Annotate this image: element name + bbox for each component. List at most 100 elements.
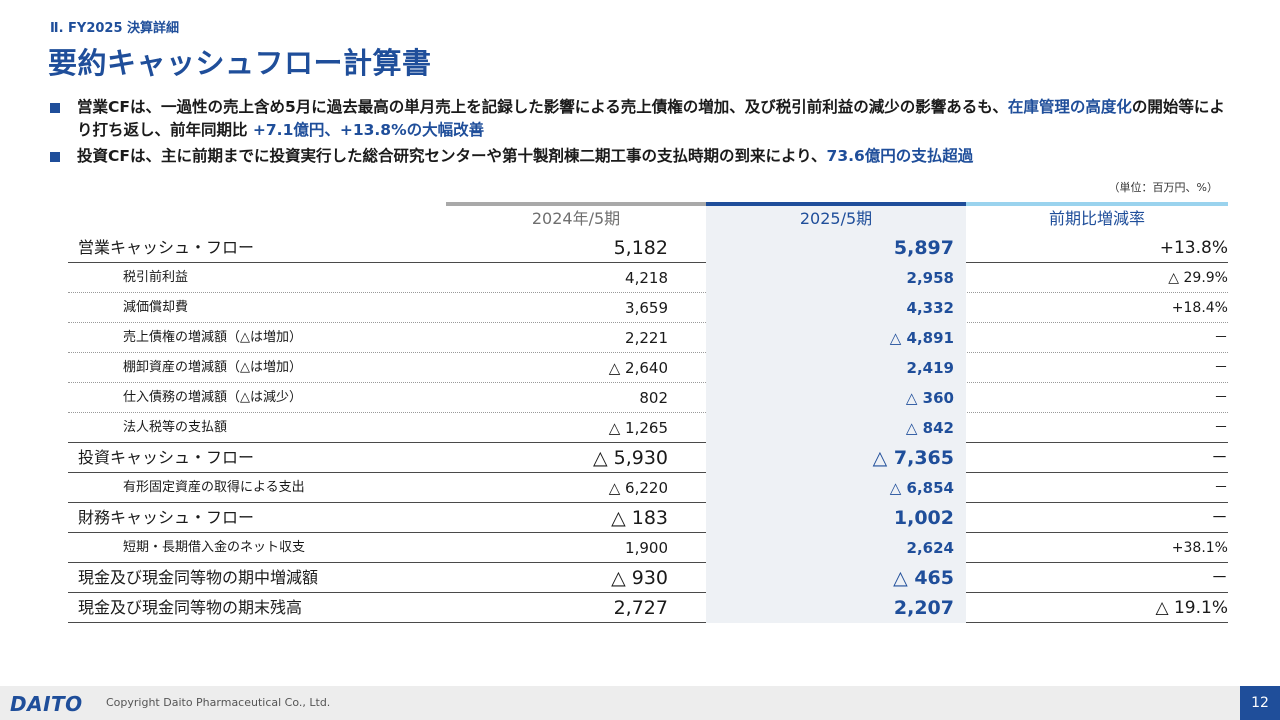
prev-value: △ 5,930 <box>592 447 668 469</box>
curr-value: △ 4,891 <box>889 329 954 347</box>
curr-value: 2,958 <box>906 269 954 287</box>
page-title: 要約キャッシュフロー計算書 <box>48 46 432 80</box>
row-label: 法人税等の支払額 <box>123 420 228 435</box>
prev-value: 2,221 <box>625 329 668 347</box>
ratio-value: － <box>1214 390 1228 406</box>
ratio-value: +13.8% <box>1159 238 1228 258</box>
row-label: 有形固定資産の取得による支出 <box>123 480 305 495</box>
prev-value: 2,727 <box>613 597 668 619</box>
copyright-text: Copyright Daito Pharmaceutical Co., Ltd. <box>106 696 331 709</box>
table-row: 売上債権の増減額（△は増加） 2,221 △ 4,891 － <box>68 323 1228 353</box>
bullet-square-icon <box>50 152 60 162</box>
cash-flow-table: 2024年/5期 2025/5期 前期比増減率 営業キャッシュ・フロー 5,182… <box>68 202 1228 623</box>
table-row: 現金及び現金同等物の期末残高 2,727 2,207 △ 19.1% <box>68 593 1228 623</box>
curr-value: △ 465 <box>893 567 954 589</box>
row-label: 減価償却費 <box>123 300 189 315</box>
curr-value: 4,332 <box>906 299 954 317</box>
table-row: 仕入債務の増減額（△は減少） 802 △ 360 － <box>68 383 1228 413</box>
page-number: 12 <box>1240 686 1280 720</box>
unit-note: （単位：百万円、%） <box>1108 181 1218 194</box>
prev-value: △ 6,220 <box>608 479 668 497</box>
ratio-value: △ 19.1% <box>1155 598 1228 618</box>
curr-value: △ 842 <box>905 419 954 437</box>
prev-value: △ 2,640 <box>608 359 668 377</box>
ratio-value: － <box>1214 330 1228 346</box>
current-column-background <box>706 263 966 293</box>
prev-value: 5,182 <box>613 237 668 259</box>
prev-value: △ 1,265 <box>608 419 668 437</box>
bullet-operating-cf: 営業CFは、一過性の売上含め5月に過去最高の単月売上を記録した影響による売上債権… <box>50 96 1235 142</box>
table-row: 現金及び現金同等物の期中増減額 △ 930 △ 465 － <box>68 563 1228 593</box>
ratio-value: － <box>1211 568 1228 588</box>
prev-value: 1,900 <box>625 539 668 557</box>
current-column-background <box>706 293 966 323</box>
current-column-background <box>706 383 966 413</box>
bullet-square-icon <box>50 103 60 113</box>
ratio-value: － <box>1214 420 1228 436</box>
bullet-highlight: 在庫管理の高度化 <box>1007 98 1132 116</box>
current-column-background <box>706 353 966 383</box>
footer: DAITO Copyright Daito Pharmaceutical Co.… <box>0 686 1280 720</box>
bullet-text: 投資CFは、主に前期までに投資実行した総合研究センターや第十製剤棟二期工事の支払… <box>77 147 827 165</box>
prev-value: △ 930 <box>611 567 668 589</box>
row-label: 営業キャッシュ・フロー <box>78 238 255 257</box>
row-label: 現金及び現金同等物の期中増減額 <box>78 568 319 587</box>
curr-value: 5,897 <box>893 237 954 259</box>
row-label: 売上債権の増減額（△は増加） <box>123 330 302 345</box>
bullet-investing-cf: 投資CFは、主に前期までに投資実行した総合研究センターや第十製剤棟二期工事の支払… <box>50 145 1235 168</box>
curr-value: 2,419 <box>906 359 954 377</box>
table-row: 投資キャッシュ・フロー △ 5,930 △ 7,365 － <box>68 443 1228 473</box>
table-row: 減価償却費 3,659 4,332 +18.4% <box>68 293 1228 323</box>
current-column-background <box>706 443 966 473</box>
bullet-highlight: 73.6億円の支払超過 <box>826 147 974 165</box>
current-column-background <box>706 473 966 503</box>
bullet-list: 営業CFは、一過性の売上含め5月に過去最高の単月売上を記録した影響による売上債権… <box>50 96 1235 171</box>
bullet-text: 営業CFは、一過性の売上含め5月に過去最高の単月売上を記録した影響による売上債権… <box>77 98 1008 116</box>
ratio-value: － <box>1211 448 1228 468</box>
prev-value: 802 <box>639 389 668 407</box>
table-row: 棚卸資産の増減額（△は増加） △ 2,640 2,419 － <box>68 353 1228 383</box>
row-label: 現金及び現金同等物の期末残高 <box>78 598 303 617</box>
table-header-row: 2024年/5期 2025/5期 前期比増減率 <box>68 202 1228 233</box>
prev-value: 3,659 <box>625 299 668 317</box>
row-label: 税引前利益 <box>123 270 189 285</box>
table-row: 財務キャッシュ・フロー △ 183 1,002 － <box>68 503 1228 533</box>
row-label: 短期・長期借入金のネット収支 <box>123 540 306 555</box>
curr-value: △ 360 <box>905 389 954 407</box>
row-label: 財務キャッシュ・フロー <box>78 508 255 527</box>
curr-value: 2,624 <box>906 539 954 557</box>
prev-value: 4,218 <box>625 269 668 287</box>
table-row: 税引前利益 4,218 2,958 △ 29.9% <box>68 263 1228 293</box>
row-label: 仕入債務の増減額（△は減少） <box>123 390 302 405</box>
ratio-value: +18.4% <box>1171 300 1228 316</box>
current-column-background <box>706 233 966 263</box>
current-column-background <box>706 563 966 593</box>
ratio-value: － <box>1211 508 1228 528</box>
ratio-value: － <box>1214 480 1228 496</box>
bullet-text: の開始等により打ち返し、前年同期比 <box>77 98 1225 139</box>
curr-value: 2,207 <box>893 597 954 619</box>
current-column-background <box>706 593 966 623</box>
row-label: 棚卸資産の増減額（△は増加） <box>123 360 302 375</box>
current-column-background <box>706 533 966 563</box>
ratio-value: △ 29.9% <box>1168 270 1228 286</box>
ratio-value: +38.1% <box>1171 540 1228 556</box>
table-row: 短期・長期借入金のネット収支 1,900 2,624 +38.1% <box>68 533 1228 563</box>
table-row: 営業キャッシュ・フロー 5,182 5,897 +13.8% <box>68 233 1228 263</box>
column-header-curr: 2025/5期 <box>706 202 966 233</box>
current-column-background <box>706 503 966 533</box>
ratio-value: － <box>1214 360 1228 376</box>
curr-value: 1,002 <box>893 507 954 529</box>
table-row: 有形固定資産の取得による支出 △ 6,220 △ 6,854 － <box>68 473 1228 503</box>
bullet-highlight: +7.1億円、+13.8%の大幅改善 <box>252 121 485 139</box>
curr-value: △ 7,365 <box>872 447 954 469</box>
section-label: Ⅱ. FY2025 決算詳細 <box>50 21 180 36</box>
current-column-background <box>706 323 966 353</box>
current-column-background <box>706 413 966 443</box>
table-body: 営業キャッシュ・フロー 5,182 5,897 +13.8% 税引前利益 4,218 2,9… <box>68 233 1228 623</box>
prev-value: △ 183 <box>611 507 668 529</box>
table-row: 法人税等の支払額 △ 1,265 △ 842 － <box>68 413 1228 443</box>
column-header-ratio: 前期比増減率 <box>966 202 1228 233</box>
company-logo: DAITO <box>10 692 83 716</box>
curr-value: △ 6,854 <box>889 479 954 497</box>
